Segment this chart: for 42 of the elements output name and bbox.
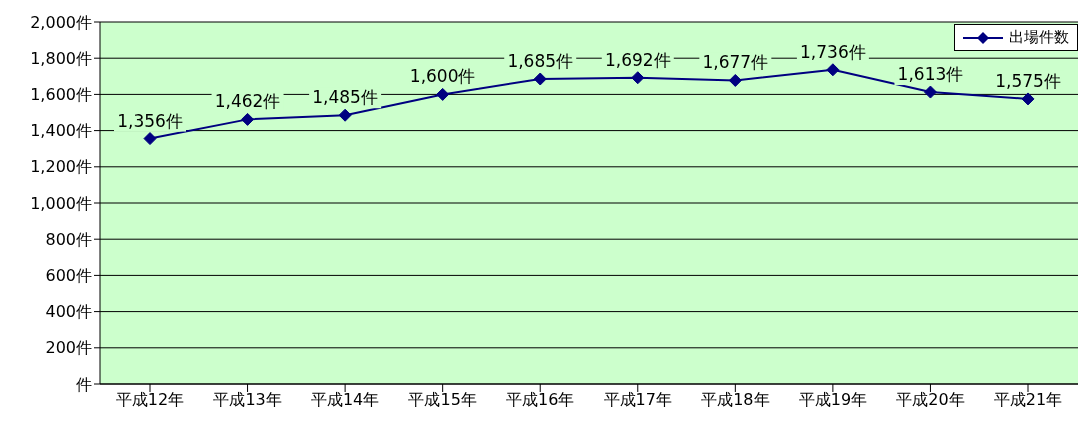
point [143,132,157,146]
point [241,112,255,126]
data-label: 1,485件 [312,87,378,108]
data-label: 1,692件 [604,49,671,70]
data-label: 1,575件 [995,70,1061,91]
point [923,85,937,99]
y-tick-label: 1,000件 [30,193,92,213]
x-tick-label: 平成21年 [993,390,1063,410]
x-tick-label: 平成17年 [603,390,672,410]
data-label: 1,736件 [800,41,866,62]
point [533,72,547,86]
x-tick-label: 平成12年 [115,390,185,410]
x-tick-label: 平成13年 [213,390,282,410]
y-tick-label: 600件 [45,266,92,286]
x-tick-label: 平成20年 [896,390,965,410]
data-label: 1,685件 [507,51,574,72]
data-label: 1,677件 [702,52,769,73]
y-tick-label: 400件 [45,302,92,322]
x-tick-label: 平成19年 [798,390,868,410]
point [436,87,450,101]
x-tick-label: 平成18年 [701,390,770,410]
point [1021,92,1035,106]
y-tick-label: 1,200件 [30,157,92,177]
y-tick-label: 件 [76,374,92,394]
data-label: 1,600件 [409,66,476,87]
point [728,73,742,87]
point [338,108,352,122]
y-tick-label: 1,400件 [30,121,92,141]
y-tick-label: 2,000件 [30,12,92,32]
x-tick-label: 平成14年 [310,390,380,410]
legend-label: 出場件数 [1009,28,1069,47]
y-tick-label: 1,800件 [30,48,92,68]
x-tick-label: 平成16年 [506,390,575,410]
point [631,71,645,85]
point [826,63,840,77]
data-label: 1,462件 [214,91,281,112]
x-tick-label: 平成15年 [408,390,477,410]
data-label: 1,356件 [117,110,183,131]
y-tick-label: 200件 [45,338,92,358]
y-tick-label: 800件 [45,229,92,249]
data-label: 1,613件 [897,64,964,85]
y-tick-label: 1,600件 [30,85,92,105]
